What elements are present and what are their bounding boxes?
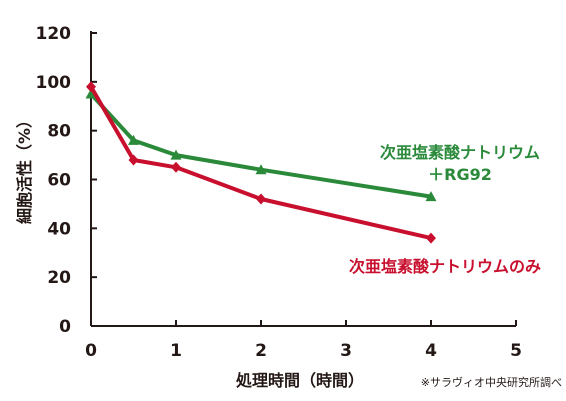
data-point-diamond	[256, 193, 266, 205]
series-layer	[85, 81, 437, 244]
data-point-diamond	[128, 154, 139, 166]
x-tick-label: 2	[255, 341, 267, 361]
y-tick-label: 120	[36, 24, 72, 44]
y-tick-label: 80	[47, 122, 71, 142]
y-tick-label: 40	[47, 219, 71, 239]
series-1	[85, 88, 437, 202]
y-tick-label: 20	[47, 268, 71, 288]
x-tick-label: 0	[85, 341, 97, 361]
data-point-triangle	[128, 134, 139, 145]
axes	[90, 31, 517, 327]
data-point-triangle	[425, 191, 437, 202]
x-tick-label: 3	[340, 341, 352, 361]
x-tick-label: 4	[425, 341, 437, 361]
source-note: ※サラヴィオ中央研究所調べ	[421, 375, 562, 389]
series-line	[89, 85, 432, 241]
x-tick-labels: 0 1 2 3 4 5	[85, 341, 522, 361]
series-2	[86, 81, 436, 244]
x-tick-label: 5	[510, 341, 522, 361]
y-tick-label: 100	[36, 73, 72, 93]
series-label: ＋RG92	[428, 165, 492, 184]
y-tick-label: 0	[59, 317, 71, 337]
data-point-diamond	[426, 232, 436, 244]
x-tick-label: 1	[170, 341, 182, 361]
series-label: 次亜塩素酸ナトリウムのみ	[349, 257, 541, 276]
data-point-triangle	[85, 88, 97, 99]
data-point-diamond	[86, 81, 96, 93]
data-point-triangle	[170, 149, 182, 160]
data-point-diamond	[171, 161, 181, 173]
data-point-triangle	[255, 164, 267, 175]
y-tick-labels: 0 20 40 60 80 100 120	[36, 24, 72, 337]
x-axis-title: 処理時間（時間）	[236, 371, 364, 390]
y-axis-title: 細胞活性（%）	[15, 112, 34, 224]
series-label: 次亜塩素酸ナトリウム	[380, 143, 540, 162]
y-tick-label: 60	[47, 171, 71, 191]
series-labels: 次亜塩素酸ナトリウム ＋RG92 次亜塩素酸ナトリウムのみ	[349, 143, 541, 276]
axis-tick-marks	[90, 32, 517, 327]
